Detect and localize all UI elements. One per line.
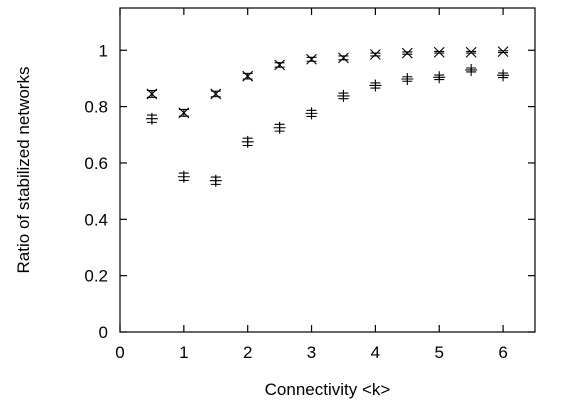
error-bar bbox=[178, 108, 189, 117]
y-tick-label: 0.2 bbox=[84, 267, 108, 286]
data-point bbox=[273, 121, 286, 134]
x-tick-label: 1 bbox=[179, 343, 188, 362]
error-bar bbox=[210, 90, 221, 98]
data-point bbox=[241, 135, 254, 148]
data-point bbox=[401, 72, 414, 85]
y-tick-label: 1 bbox=[99, 41, 108, 60]
error-bar bbox=[498, 50, 509, 54]
error-bar bbox=[146, 89, 157, 98]
data-point bbox=[433, 46, 445, 58]
x-tick-label: 3 bbox=[307, 343, 316, 362]
error-bar bbox=[466, 67, 477, 73]
y-tick-label: 0 bbox=[99, 323, 108, 342]
error-bar bbox=[498, 72, 509, 79]
y-tick-label: 0.4 bbox=[84, 210, 108, 229]
error-bar bbox=[210, 176, 221, 185]
data-point bbox=[497, 69, 510, 82]
error-bar bbox=[434, 74, 445, 81]
error-bar bbox=[242, 137, 253, 147]
error-bar bbox=[178, 172, 189, 181]
error-bar bbox=[274, 123, 285, 132]
data-point bbox=[465, 46, 477, 58]
error-bar bbox=[242, 72, 253, 80]
x-tick-label: 4 bbox=[371, 343, 380, 362]
data-point bbox=[497, 46, 509, 58]
data-point bbox=[465, 63, 478, 76]
error-bar bbox=[338, 92, 349, 100]
data-point bbox=[337, 89, 350, 102]
error-bar bbox=[146, 114, 157, 123]
data-point bbox=[145, 112, 158, 125]
x-tick-label: 0 bbox=[115, 343, 124, 362]
data-point bbox=[146, 88, 158, 100]
error-bar bbox=[306, 56, 317, 62]
data-point bbox=[369, 79, 382, 92]
error-bar bbox=[274, 62, 285, 68]
error-bar bbox=[466, 50, 477, 54]
x-tick-label: 5 bbox=[434, 343, 443, 362]
data-point bbox=[401, 47, 413, 59]
data-point bbox=[177, 170, 190, 183]
error-bar bbox=[402, 51, 413, 55]
data-point bbox=[305, 107, 318, 120]
data-point bbox=[306, 53, 317, 65]
error-bar bbox=[402, 76, 413, 82]
tick-labels: 0 1 2 3 4 5 6 0 0.2 0.4 0.6 0.8 1 bbox=[84, 41, 507, 362]
data-point bbox=[210, 88, 222, 100]
data-point bbox=[178, 107, 190, 119]
data-marks bbox=[145, 46, 510, 187]
y-tick-label: 0.8 bbox=[84, 98, 108, 117]
error-bar bbox=[306, 109, 317, 118]
data-point bbox=[369, 49, 381, 60]
error-bar bbox=[370, 82, 381, 89]
data-point bbox=[338, 52, 349, 64]
data-point bbox=[274, 59, 286, 71]
error-bar bbox=[370, 52, 381, 57]
axis-ticks bbox=[119, 8, 535, 333]
x-tick-label: 2 bbox=[243, 343, 252, 362]
error-bar bbox=[338, 55, 349, 61]
y-axis-label: Ratio of stabilized networks bbox=[14, 67, 33, 274]
data-point bbox=[433, 71, 446, 84]
x-tick-label: 6 bbox=[498, 343, 507, 362]
y-tick-label: 0.6 bbox=[84, 154, 108, 173]
data-point bbox=[242, 70, 254, 82]
error-bar bbox=[434, 50, 445, 54]
x-axis-label: Connectivity <k> bbox=[265, 380, 391, 399]
plot-frame bbox=[119, 7, 536, 333]
data-point bbox=[209, 174, 222, 187]
